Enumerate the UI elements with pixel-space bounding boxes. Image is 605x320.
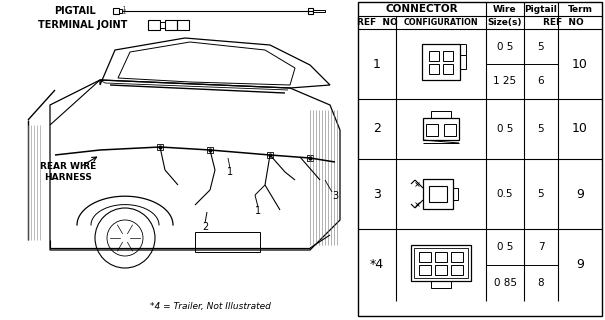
- Bar: [423, 118, 459, 140]
- Bar: [431, 281, 451, 288]
- Bar: [411, 245, 471, 281]
- Bar: [195, 232, 260, 252]
- Text: 1: 1: [373, 58, 381, 70]
- Bar: [157, 144, 163, 150]
- Bar: [451, 252, 463, 262]
- Bar: [451, 265, 463, 275]
- Bar: [165, 20, 177, 30]
- Bar: [160, 22, 165, 28]
- Bar: [414, 248, 468, 278]
- Text: Pigtail: Pigtail: [525, 4, 557, 13]
- Text: *4: *4: [370, 259, 384, 271]
- Bar: [419, 252, 431, 262]
- Text: 8: 8: [538, 278, 544, 288]
- Bar: [307, 155, 313, 161]
- Text: REF  NO: REF NO: [356, 18, 397, 27]
- Text: 1: 1: [122, 6, 126, 12]
- Bar: [419, 265, 431, 275]
- Text: 1 25: 1 25: [494, 76, 517, 86]
- Bar: [177, 20, 189, 30]
- Bar: [429, 63, 439, 74]
- Bar: [429, 51, 439, 60]
- Text: 0 5: 0 5: [497, 42, 513, 52]
- Bar: [308, 8, 313, 14]
- Text: 0.5: 0.5: [497, 189, 513, 199]
- Bar: [119, 9, 122, 13]
- Bar: [358, 2, 602, 316]
- Text: 0 85: 0 85: [494, 278, 517, 288]
- Bar: [453, 188, 458, 200]
- Bar: [435, 265, 447, 275]
- Text: 10: 10: [572, 58, 588, 70]
- Text: 2: 2: [373, 123, 381, 135]
- Text: 5: 5: [538, 189, 544, 199]
- Text: TERMINAL JOINT: TERMINAL JOINT: [38, 20, 128, 30]
- Bar: [207, 147, 213, 153]
- Text: 5: 5: [538, 42, 544, 52]
- Text: PIGTAIL: PIGTAIL: [54, 6, 96, 16]
- Text: 2: 2: [122, 11, 126, 15]
- Bar: [429, 186, 447, 202]
- Bar: [443, 63, 453, 74]
- Text: 9: 9: [576, 188, 584, 201]
- Bar: [460, 55, 466, 69]
- Text: 3: 3: [373, 188, 381, 201]
- Text: 0 5: 0 5: [497, 124, 513, 134]
- Text: REAR WIRE
HARNESS: REAR WIRE HARNESS: [40, 162, 96, 182]
- Bar: [426, 124, 438, 136]
- Text: 5: 5: [538, 124, 544, 134]
- Text: 1: 1: [227, 167, 233, 177]
- Text: 3: 3: [332, 191, 338, 201]
- Text: 9: 9: [576, 259, 584, 271]
- Bar: [148, 20, 160, 30]
- Text: 1: 1: [255, 206, 261, 216]
- Bar: [423, 179, 453, 209]
- Bar: [113, 8, 119, 14]
- Text: 7: 7: [538, 242, 544, 252]
- Text: *4 = Trailer, Not Illustrated: *4 = Trailer, Not Illustrated: [149, 301, 270, 310]
- Text: CONNECTOR: CONNECTOR: [386, 4, 459, 14]
- Text: Term: Term: [567, 4, 592, 13]
- Text: 6: 6: [538, 76, 544, 86]
- Text: 0 5: 0 5: [497, 242, 513, 252]
- Text: 10: 10: [572, 123, 588, 135]
- Bar: [443, 51, 453, 60]
- Bar: [313, 10, 325, 12]
- Bar: [267, 152, 273, 158]
- Text: 2: 2: [202, 222, 208, 232]
- Bar: [431, 111, 451, 118]
- Text: Wire: Wire: [493, 4, 517, 13]
- Bar: [435, 252, 447, 262]
- Bar: [422, 44, 460, 80]
- Text: CONFIGURATION: CONFIGURATION: [404, 18, 479, 27]
- Bar: [444, 124, 456, 136]
- Text: REF  NO: REF NO: [543, 18, 583, 27]
- Text: Size(s): Size(s): [488, 18, 522, 27]
